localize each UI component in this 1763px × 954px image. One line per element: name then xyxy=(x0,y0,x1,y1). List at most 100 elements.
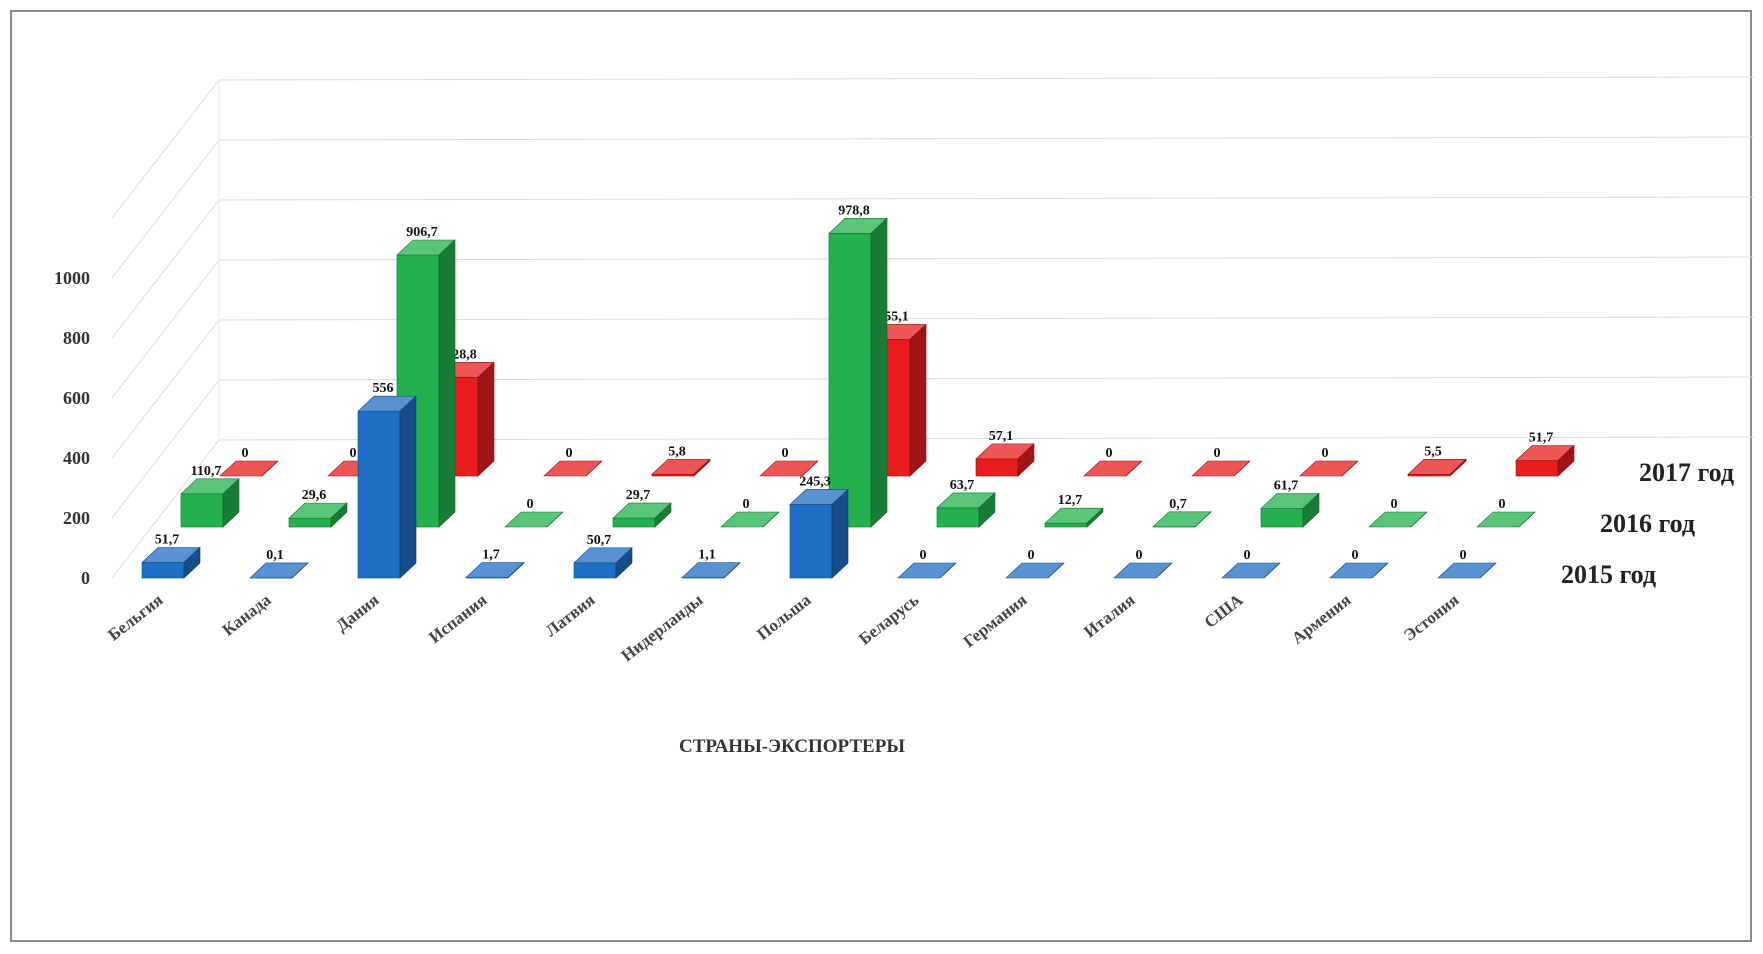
value-label: 63,7 xyxy=(950,478,975,493)
back-gridline xyxy=(218,196,1754,201)
category-label: Италия xyxy=(1080,590,1138,641)
category-label: Германия xyxy=(960,590,1031,651)
category-label: Армения xyxy=(1288,590,1354,648)
bar-2016-год-3 xyxy=(504,511,564,528)
value-label: 0 xyxy=(920,548,927,563)
value-label: 0 xyxy=(242,446,249,461)
value-label: 0 xyxy=(782,446,789,461)
value-label: 0 xyxy=(527,497,534,512)
value-label: 0 xyxy=(1499,497,1506,512)
bar-2017-год-5 xyxy=(759,460,819,477)
bar-2015-год-0 xyxy=(141,546,201,579)
bar-2015-год-10 xyxy=(1221,562,1281,579)
value-label: 29,7 xyxy=(626,488,651,503)
bar-2016-год-5 xyxy=(720,511,780,528)
bar-2015-год-12 xyxy=(1437,562,1497,579)
value-label: 0 xyxy=(1028,548,1035,563)
back-gridline xyxy=(218,256,1754,261)
back-gridline xyxy=(218,136,1754,141)
bar-2017-год-8 xyxy=(1083,460,1143,477)
y-tick-label: 400 xyxy=(63,448,90,468)
category-label: Бельгия xyxy=(104,590,166,644)
value-label: 0 xyxy=(566,446,573,461)
value-label: 110,7 xyxy=(191,464,222,479)
bar-2016-год-0 xyxy=(180,478,240,528)
value-label: 0 xyxy=(1244,548,1251,563)
value-label: 51,7 xyxy=(1529,430,1554,445)
side-gridline xyxy=(111,259,220,399)
value-label: 906,7 xyxy=(406,225,438,240)
category-label: Латвия xyxy=(542,590,599,640)
category-label: Испания xyxy=(425,590,490,647)
bar-2015-год-2 xyxy=(357,395,417,579)
bar-2015-год-4 xyxy=(573,547,633,579)
bar-2015-год-8 xyxy=(1005,562,1065,579)
category-label: Дания xyxy=(332,590,382,635)
bar-2017-год-9 xyxy=(1191,460,1251,477)
bar-2015-год-3 xyxy=(465,561,525,579)
y-tick-label: 200 xyxy=(63,508,90,528)
bar-2015-год-5 xyxy=(681,561,741,579)
bar-2017-год-4 xyxy=(651,458,711,477)
back-gridline xyxy=(218,76,1754,81)
value-label: 0 xyxy=(1106,446,1113,461)
value-label: 0 xyxy=(1391,497,1398,512)
value-label: 0 xyxy=(1352,548,1359,563)
bar-2017-год-10 xyxy=(1299,460,1359,477)
bar-2017-год-12 xyxy=(1515,444,1575,477)
bar-2016-год-1 xyxy=(288,502,348,528)
bar-2016-год-6 xyxy=(828,217,888,528)
side-gridline xyxy=(111,199,220,339)
series-label: 2017 год xyxy=(1639,458,1734,487)
value-label: 245,3 xyxy=(799,474,831,489)
bar-2016-год-12 xyxy=(1476,511,1536,528)
bar-2016-год-2 xyxy=(396,239,456,528)
value-label: 0 xyxy=(1322,446,1329,461)
value-label: 0 xyxy=(350,446,357,461)
value-label: 1,1 xyxy=(698,548,716,563)
bar-2015-год-6 xyxy=(789,488,849,579)
value-label: 0,7 xyxy=(1169,497,1187,512)
value-label: 29,6 xyxy=(302,488,327,503)
value-label: 5,8 xyxy=(668,444,686,459)
value-label: 556 xyxy=(373,381,394,396)
series-label: 2015 год xyxy=(1561,560,1656,589)
category-label: Эстония xyxy=(1400,590,1463,645)
bar-2016-год-11 xyxy=(1368,511,1428,528)
bar-2016-год-7 xyxy=(936,492,996,528)
category-label: США xyxy=(1201,590,1247,632)
value-label: 5,5 xyxy=(1424,444,1442,459)
y-tick-label: 0 xyxy=(81,568,90,588)
back-gridline xyxy=(218,316,1754,321)
y-tick-label: 800 xyxy=(63,328,90,348)
bar-2015-год-1 xyxy=(249,562,309,579)
category-label: Канада xyxy=(219,590,275,640)
bar-2016-год-8 xyxy=(1044,507,1104,528)
bar-2017-год-7 xyxy=(975,443,1035,477)
y-tick-label: 600 xyxy=(63,388,90,408)
value-label: 0 xyxy=(1136,548,1143,563)
value-label: 0 xyxy=(1460,548,1467,563)
value-label: 0 xyxy=(1214,446,1221,461)
chart-frame: 0 200 400 600 800 1000 0 0 328,8 0 5,8 0 455,1 57,1 0… xyxy=(10,10,1754,942)
category-label: Польша xyxy=(753,590,815,644)
value-label: 1,7 xyxy=(482,547,500,562)
side-gridline xyxy=(111,439,220,579)
y-tick-label: 1000 xyxy=(54,268,90,288)
value-label: 57,1 xyxy=(989,429,1014,444)
x-axis: Бельгия Канада Дания Испания Латвия Нидерланд… xyxy=(104,590,1462,666)
value-label: 12,7 xyxy=(1058,493,1083,508)
side-gridline xyxy=(111,319,220,459)
bar-2017-год-0 xyxy=(219,460,279,477)
side-gridline xyxy=(111,79,220,219)
bar-2016-год-4 xyxy=(612,502,672,528)
side-gridline xyxy=(111,139,220,279)
series-label: 2016 год xyxy=(1600,509,1695,538)
bar-2017-год-3 xyxy=(543,460,603,477)
bar-2015-год-9 xyxy=(1113,562,1173,579)
x-axis-title: СТРАНЫ-ЭКСПОРТЕРЫ xyxy=(679,736,905,757)
value-label: 61,7 xyxy=(1274,478,1299,493)
bar-2016-год-10 xyxy=(1260,492,1320,528)
